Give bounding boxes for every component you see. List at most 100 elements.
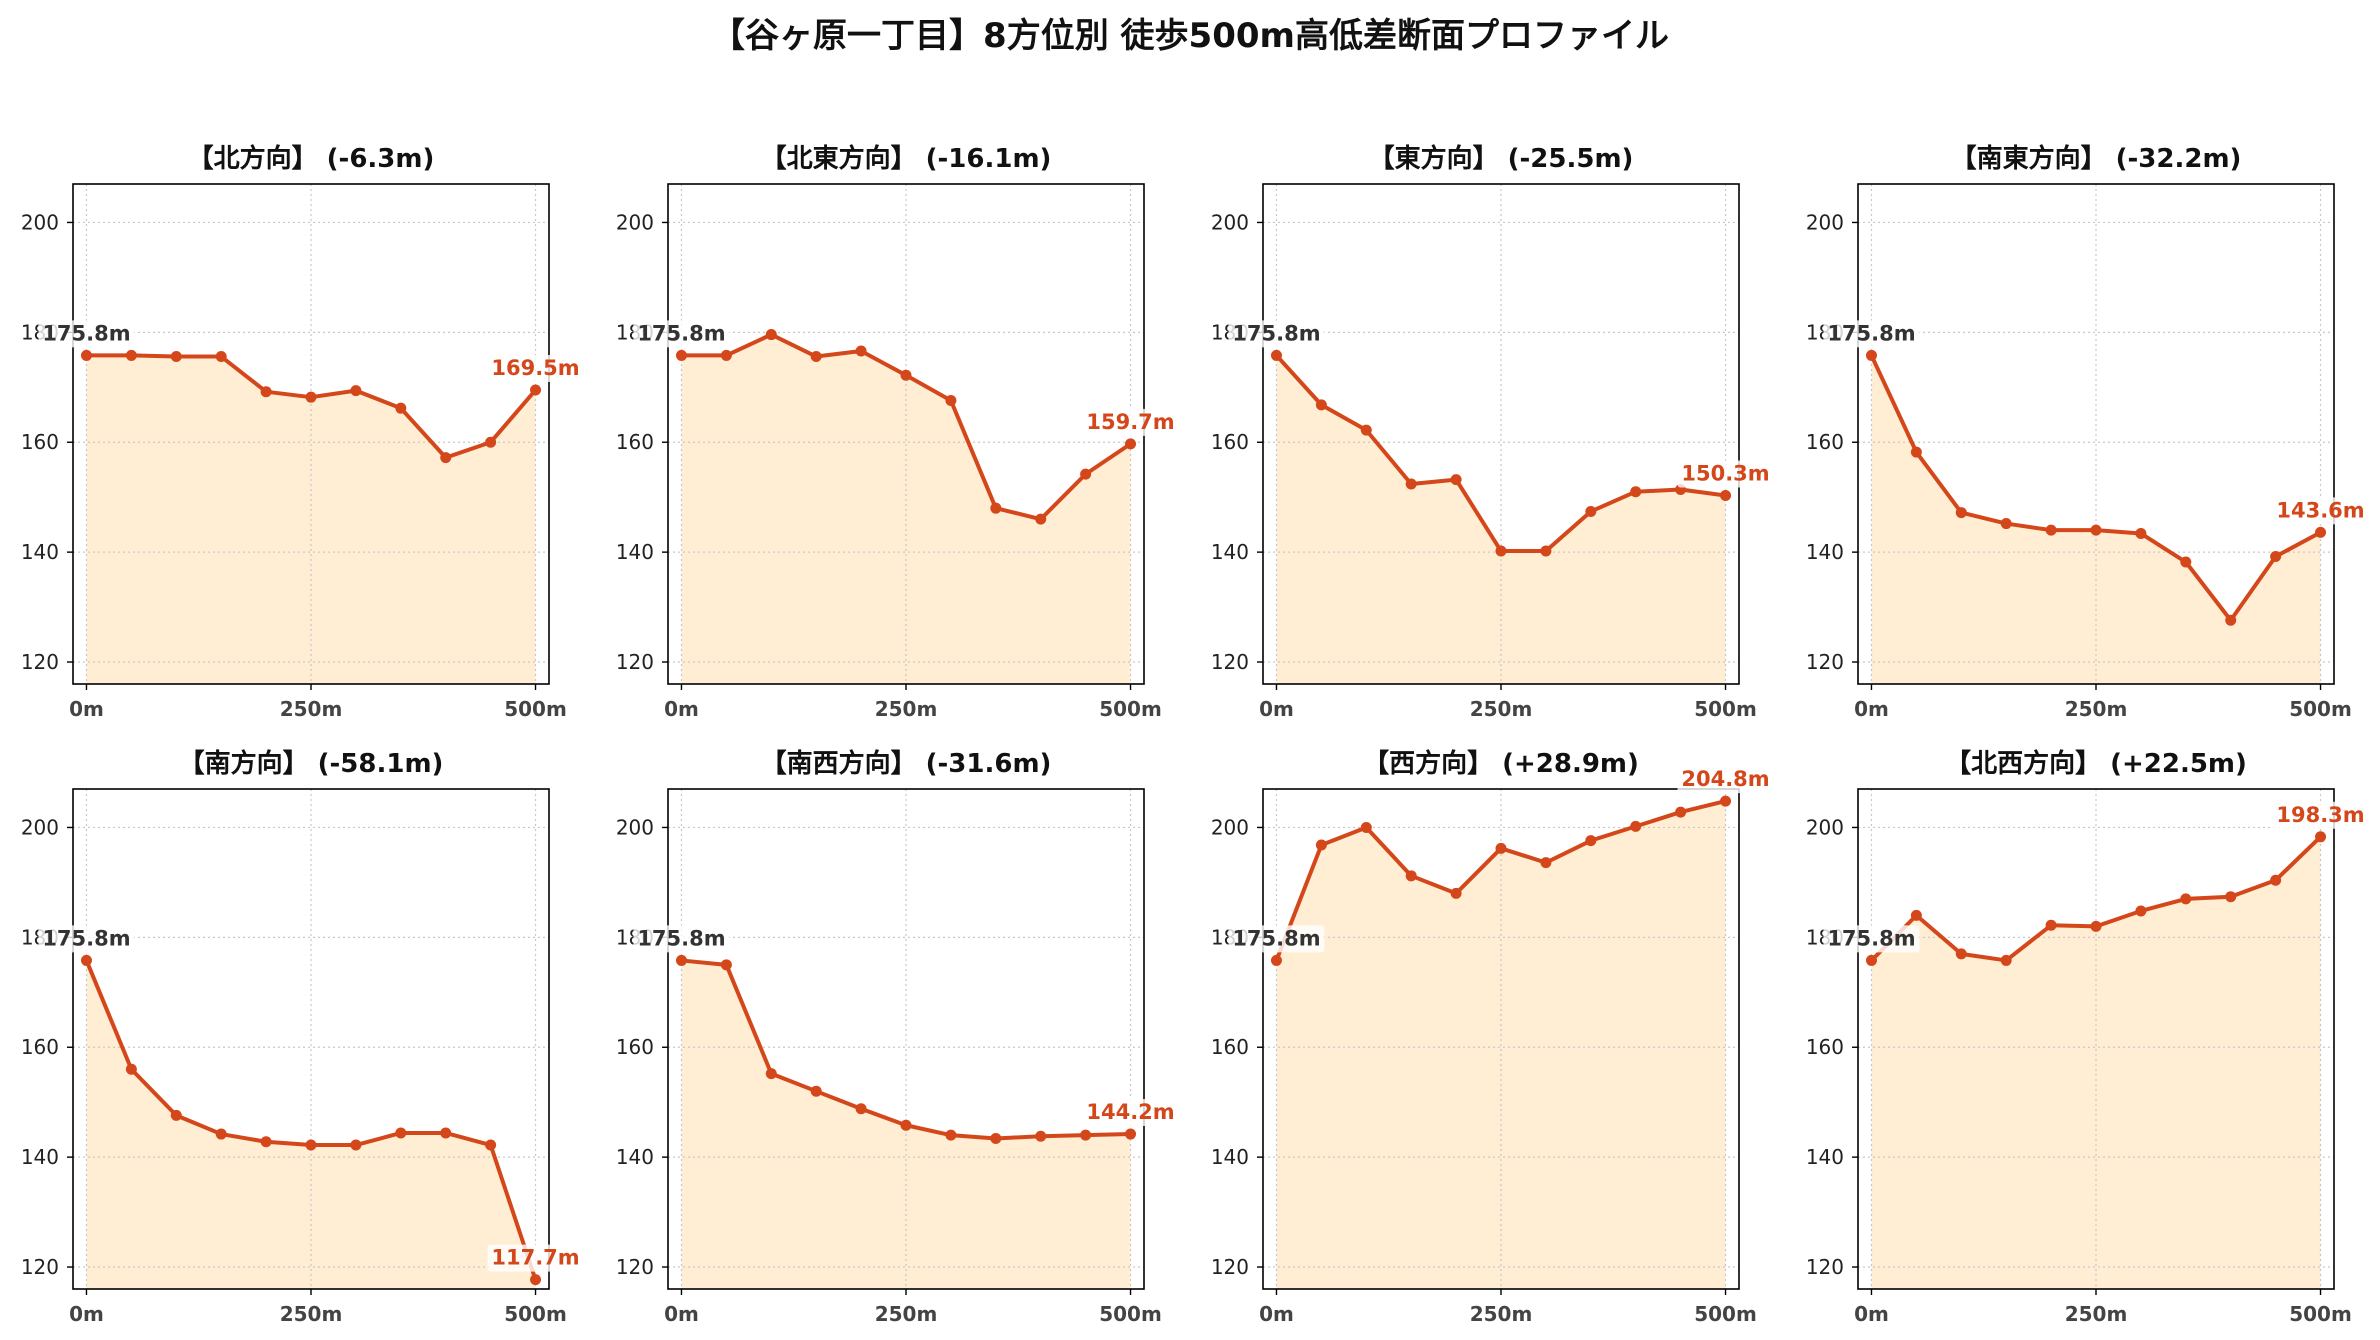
y-tick-label: 160 bbox=[1211, 430, 1249, 454]
x-tick-label: 500m bbox=[504, 697, 567, 721]
data-point bbox=[1495, 842, 1507, 854]
profile-area bbox=[1871, 355, 2321, 684]
start-label-bg bbox=[38, 320, 135, 348]
x-tick-label: 250m bbox=[875, 1302, 938, 1326]
data-point bbox=[1035, 513, 1047, 525]
y-tick-label: 140 bbox=[21, 1145, 59, 1169]
end-label-bg bbox=[1677, 460, 1774, 488]
end-label-bg bbox=[2272, 497, 2369, 525]
data-point bbox=[260, 1136, 272, 1148]
data-point bbox=[2180, 556, 2192, 568]
data-point bbox=[2090, 524, 2102, 536]
x-tick-label: 250m bbox=[2065, 697, 2128, 721]
data-point bbox=[1080, 468, 1092, 480]
end-label-bg bbox=[1082, 1099, 1179, 1127]
data-point bbox=[80, 954, 92, 966]
data-point bbox=[1035, 1130, 1047, 1142]
data-point bbox=[990, 502, 1002, 514]
data-point bbox=[2045, 524, 2057, 536]
data-point bbox=[2270, 874, 2282, 886]
end-elevation-label: 204.8m bbox=[1681, 767, 1769, 791]
data-point bbox=[900, 369, 912, 381]
data-point bbox=[485, 1139, 497, 1151]
data-point bbox=[2315, 831, 2327, 843]
start-label-bg bbox=[633, 320, 730, 348]
data-point bbox=[2180, 893, 2192, 905]
data-point bbox=[2045, 919, 2057, 931]
profile-chart-2: 1201401601802000m250m500m【北東方向】 (-16.1m)… bbox=[616, 143, 1179, 721]
data-point bbox=[350, 1139, 362, 1151]
data-point bbox=[1405, 478, 1417, 490]
data-point bbox=[2090, 920, 2102, 932]
start-elevation-label: 175.8m bbox=[1827, 321, 1915, 345]
data-point bbox=[900, 1119, 912, 1131]
data-point bbox=[720, 349, 732, 361]
x-tick-label: 250m bbox=[1470, 697, 1533, 721]
y-tick-label: 160 bbox=[21, 1035, 59, 1059]
start-label-bg bbox=[1228, 320, 1325, 348]
data-point bbox=[170, 1109, 182, 1121]
data-point bbox=[1865, 954, 1877, 966]
data-point bbox=[675, 349, 687, 361]
y-tick-label: 120 bbox=[1211, 1255, 1249, 1279]
data-point bbox=[2225, 614, 2237, 626]
end-elevation-label: 150.3m bbox=[1681, 462, 1769, 486]
x-tick-label: 500m bbox=[1694, 1302, 1757, 1326]
profile-area bbox=[681, 960, 1131, 1289]
y-tick-label: 140 bbox=[1806, 540, 1844, 564]
profile-chart-3: 1201401601802000m250m500m【東方向】 (-25.5m)1… bbox=[1211, 143, 1774, 721]
data-point bbox=[1125, 1128, 1137, 1140]
y-tick-label: 160 bbox=[616, 430, 654, 454]
x-tick-label: 0m bbox=[1854, 1302, 1889, 1326]
y-tick-label: 120 bbox=[616, 1255, 654, 1279]
y-tick-label: 140 bbox=[1211, 540, 1249, 564]
data-point bbox=[855, 1103, 867, 1115]
figure-title: 【谷ヶ原一丁目】8方位別 徒歩500m高低差断面プロファイル bbox=[711, 16, 1669, 56]
profile-chart-6: 1201401601802000m250m500m【南西方向】 (-31.6m)… bbox=[616, 748, 1179, 1326]
x-tick-label: 500m bbox=[504, 1302, 567, 1326]
start-elevation-label: 175.8m bbox=[42, 321, 130, 345]
data-point bbox=[1315, 839, 1327, 851]
data-point bbox=[2315, 526, 2327, 538]
y-tick-label: 120 bbox=[21, 650, 59, 674]
x-tick-label: 500m bbox=[1694, 697, 1757, 721]
x-tick-label: 500m bbox=[2289, 1302, 2352, 1326]
start-label-bg bbox=[38, 925, 135, 953]
profile-chart-7: 1201401601802000m250m500m【西方向】 (+28.9m)1… bbox=[1211, 748, 1774, 1326]
data-point bbox=[2225, 891, 2237, 903]
y-tick-label: 140 bbox=[616, 540, 654, 564]
data-point bbox=[1495, 545, 1507, 557]
profile-chart-1: 1201401601802000m250m500m【北方向】 (-6.3m)17… bbox=[21, 143, 584, 721]
y-tick-label: 120 bbox=[21, 1255, 59, 1279]
data-point bbox=[1315, 399, 1327, 411]
data-point bbox=[945, 1129, 957, 1141]
y-tick-label: 140 bbox=[1211, 1145, 1249, 1169]
data-point bbox=[305, 1139, 317, 1151]
data-point bbox=[810, 1085, 822, 1097]
data-point bbox=[350, 385, 362, 397]
y-tick-label: 200 bbox=[1211, 815, 1249, 839]
end-elevation-label: 159.7m bbox=[1086, 410, 1174, 434]
data-point bbox=[1360, 424, 1372, 436]
data-point bbox=[440, 1127, 452, 1139]
data-point bbox=[215, 1128, 227, 1140]
end-elevation-label: 198.3m bbox=[2276, 803, 2364, 827]
data-point bbox=[1125, 438, 1137, 450]
x-tick-label: 0m bbox=[1259, 697, 1294, 721]
x-tick-label: 0m bbox=[1854, 697, 1889, 721]
y-tick-label: 160 bbox=[616, 1035, 654, 1059]
data-point bbox=[125, 1063, 137, 1075]
data-point bbox=[530, 1274, 542, 1286]
y-tick-label: 160 bbox=[21, 430, 59, 454]
y-tick-label: 140 bbox=[21, 540, 59, 564]
start-elevation-label: 175.8m bbox=[637, 321, 725, 345]
x-tick-label: 0m bbox=[1259, 1302, 1294, 1326]
end-elevation-label: 117.7m bbox=[491, 1246, 579, 1270]
data-point bbox=[170, 351, 182, 363]
x-tick-label: 0m bbox=[664, 1302, 699, 1326]
data-point bbox=[1910, 909, 1922, 921]
panel-title: 【北方向】 (-6.3m) bbox=[188, 143, 435, 174]
data-point bbox=[1585, 505, 1597, 517]
y-tick-label: 120 bbox=[1806, 650, 1844, 674]
